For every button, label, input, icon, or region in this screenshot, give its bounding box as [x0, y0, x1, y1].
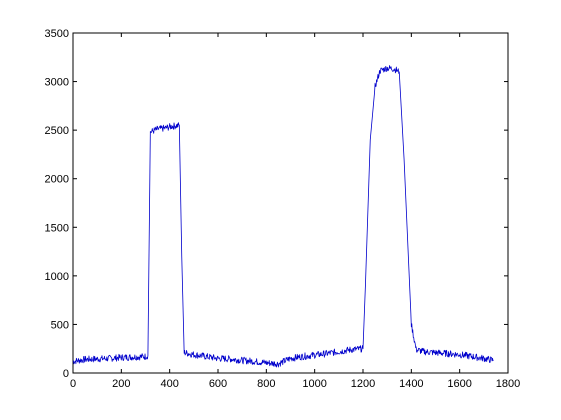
- x-tick-label: 1200: [351, 378, 375, 390]
- y-tick-label: 0: [63, 368, 69, 380]
- series-line-0: [72, 65, 494, 368]
- y-tick-label: 1500: [45, 222, 69, 234]
- plot-area: 0 200 400 600 800 1000 1200 1400 1600 1800 0 500 100…: [45, 28, 521, 390]
- y-tick-label: 2000: [45, 174, 69, 186]
- x-tick-label: 0: [70, 378, 76, 390]
- y-tick-label: 3000: [45, 77, 69, 89]
- x-tick-label: 1000: [302, 378, 326, 390]
- y-tick-label: 500: [51, 319, 69, 331]
- axes-frame: [72, 32, 509, 374]
- x-tick-label: 200: [112, 378, 130, 390]
- x-tick-label: 1400: [399, 378, 423, 390]
- x-tick-label: 1800: [496, 378, 520, 390]
- x-tick-label: 600: [209, 378, 227, 390]
- y-tick-label: 1000: [45, 271, 69, 283]
- x-tick-label: 400: [160, 378, 178, 390]
- x-tick-label: 800: [257, 378, 275, 390]
- x-tick-label: 1600: [447, 378, 471, 390]
- y-tick-label: 3500: [45, 28, 69, 40]
- y-tick-label: 2500: [45, 125, 69, 137]
